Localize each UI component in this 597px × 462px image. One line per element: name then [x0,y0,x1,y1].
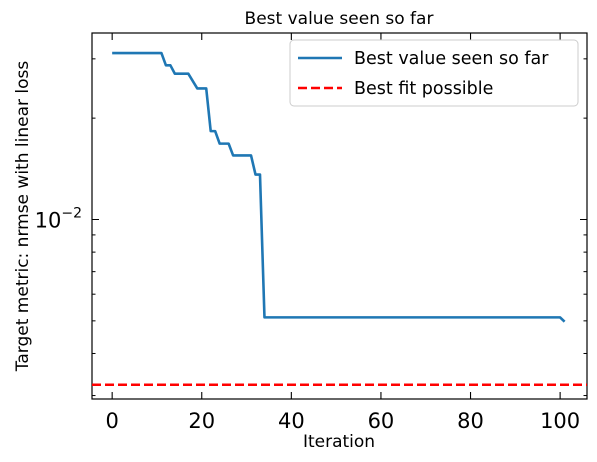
series-layer [92,51,587,387]
x-axis-ticks: 0 20 40 60 80 100 [105,33,580,433]
chart-title: Best value seen so far [245,9,434,29]
x-tick-label: 60 [368,409,395,433]
series-best-value-line [112,51,566,323]
legend-label-best-fit: Best fit possible [354,79,493,99]
x-axis-label: Iteration [303,432,375,452]
legend: Best value seen so far Best fit possible [289,39,579,107]
y-tick-label: 10−2 [35,205,82,232]
x-tick-label: 100 [540,409,580,433]
x-tick-label: 80 [457,409,484,433]
y-axis-ticks: 10−2 [35,58,587,397]
x-tick-label: 20 [188,409,215,433]
x-tick-label: 40 [278,409,305,433]
x-tick-label: 0 [105,409,118,433]
legend-label-best-value: Best value seen so far [354,49,549,69]
legend-box [289,39,579,107]
y-axis-label: Target metric: nrmse with linear loss [13,61,33,373]
